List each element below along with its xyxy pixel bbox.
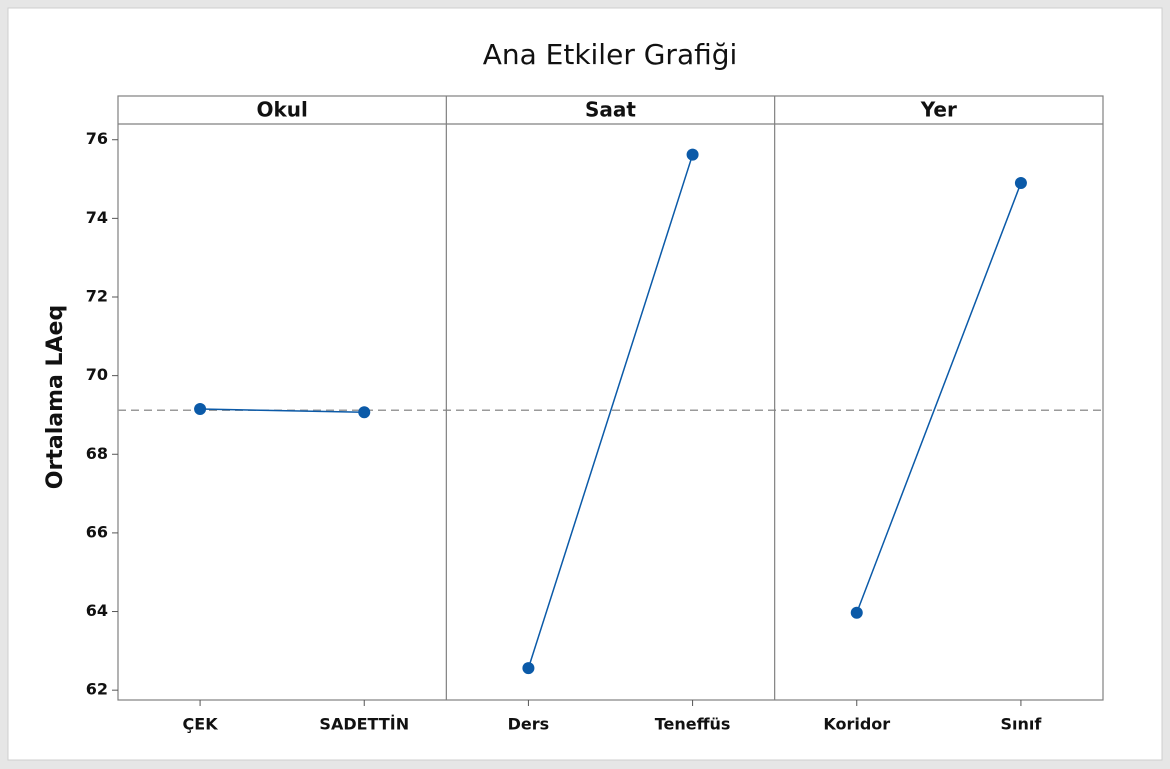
point (686, 148, 699, 161)
x-tick-label: Teneffüs (655, 715, 731, 734)
chart-area (7, 7, 1163, 761)
y-tick-label: 62 (86, 680, 108, 699)
y-tick-label: 72 (86, 286, 108, 305)
point (1014, 176, 1027, 189)
point (522, 662, 535, 675)
y-tick-label: 76 (86, 129, 108, 148)
point (358, 406, 371, 419)
panel-header: Yer (920, 98, 957, 122)
plot-frame (117, 95, 1104, 701)
x-tick-label: SADETTİN (319, 715, 409, 734)
effect-line (856, 182, 1022, 613)
x-tick-label: Koridor (823, 715, 890, 734)
y-tick-label: 70 (86, 365, 108, 384)
point (850, 606, 863, 619)
chart-title: Ana Etkiler Grafiği (483, 38, 738, 71)
y-tick-label: 64 (86, 601, 108, 620)
point (194, 403, 207, 416)
effect-line (200, 408, 365, 413)
y-axis-label: Ortalama LAeq (43, 305, 68, 489)
effect-line (527, 154, 694, 669)
x-tick-label: Ders (508, 715, 550, 734)
y-tick-label: 74 (86, 208, 108, 227)
panel-header: Okul (256, 98, 307, 122)
x-tick-label: Sınıf (1000, 715, 1042, 734)
x-tick-label: ÇEK (183, 715, 219, 734)
y-tick-label: 68 (86, 444, 108, 463)
panel-header: Saat (585, 98, 636, 122)
y-tick-label: 66 (86, 522, 108, 541)
